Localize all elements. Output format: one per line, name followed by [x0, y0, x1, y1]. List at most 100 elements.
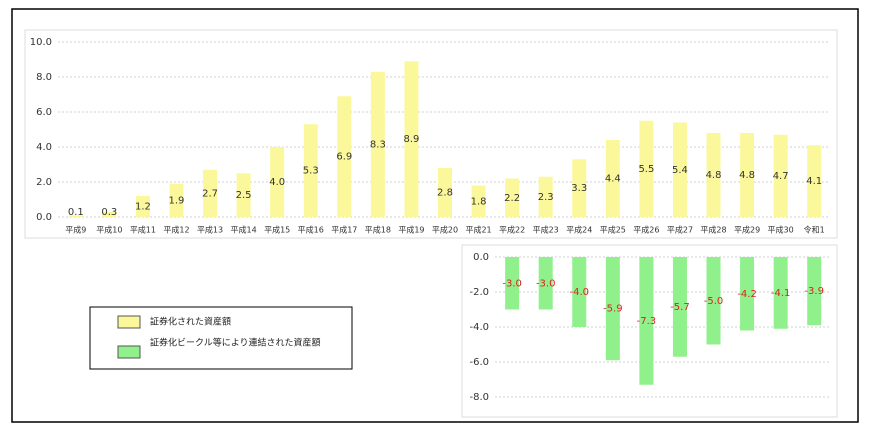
bar: [471, 185, 486, 217]
y-tick-label: -4.0: [469, 322, 489, 333]
bar: [538, 257, 553, 310]
bar: [639, 120, 654, 217]
value-label: 1.8: [471, 196, 487, 207]
bar: [203, 169, 218, 217]
bar: [773, 257, 788, 329]
bar: [706, 257, 721, 345]
y-tick-label: -8.0: [469, 392, 489, 403]
x-tick-label: 平成27: [667, 225, 693, 235]
legend-swatch: [117, 345, 141, 359]
value-label: 2.2: [504, 193, 520, 204]
upper-plot-frame: [24, 29, 838, 239]
value-label: 3.3: [571, 183, 587, 194]
bar: [572, 159, 587, 217]
bar: [135, 196, 150, 217]
value-label: 2.8: [437, 188, 453, 199]
value-label: 5.5: [638, 164, 654, 175]
value-label: 4.7: [773, 171, 789, 182]
x-tick-label: 平成16: [298, 225, 324, 235]
x-tick-label: 平成13: [197, 225, 223, 235]
x-tick-label: 平成30: [768, 225, 794, 235]
value-label: -3.0: [502, 278, 522, 289]
value-label: 4.8: [739, 170, 755, 181]
value-label: 2.5: [236, 190, 252, 201]
bar: [807, 145, 822, 217]
legend: 証券化された資産額 証券化ビークル等により連結された資産額: [89, 306, 353, 370]
y-tick-label: 4.0: [36, 142, 52, 153]
x-tick-label: 平成12: [163, 225, 189, 235]
value-label: 8.9: [403, 134, 419, 145]
value-label: -4.0: [570, 287, 590, 298]
x-tick-label: 平成9: [65, 225, 86, 235]
bar: [102, 211, 117, 217]
bar: [337, 96, 352, 217]
bar: [370, 71, 385, 217]
bar: [672, 257, 687, 357]
y-tick-label: 8.0: [36, 72, 52, 83]
bar: [236, 173, 251, 217]
value-label: 6.9: [336, 152, 352, 163]
x-tick-label: 平成15: [264, 225, 290, 235]
bar: [169, 183, 184, 217]
value-label: 4.4: [605, 174, 621, 185]
value-label: 0.1: [68, 207, 84, 218]
x-tick-label: 平成14: [231, 225, 257, 235]
x-tick-label: 平成26: [633, 225, 659, 235]
legend-label: 証券化された資産額: [150, 316, 231, 328]
bar: [505, 178, 520, 217]
x-tick-label: 平成19: [398, 225, 424, 235]
value-label: 5.3: [303, 166, 319, 177]
bar: [639, 257, 654, 385]
bar: [605, 257, 620, 361]
x-tick-label: 平成28: [700, 225, 726, 235]
bar: [438, 168, 452, 217]
x-tick-label: 平成10: [96, 225, 122, 235]
bar: [572, 257, 587, 327]
y-tick-label: 10.0: [30, 37, 52, 48]
bar: [706, 133, 721, 217]
x-tick-label: 平成22: [499, 225, 525, 235]
bar: [740, 257, 755, 331]
legend-swatch: [117, 315, 141, 329]
x-tick-label: 平成17: [331, 225, 357, 235]
value-label: 2.3: [538, 192, 554, 203]
bar: [773, 134, 788, 217]
x-tick-label: 平成11: [130, 225, 156, 235]
value-label: 4.1: [806, 176, 822, 187]
bar: [672, 122, 687, 217]
value-label: 1.2: [135, 202, 151, 213]
bar: [605, 140, 620, 217]
value-label: 1.9: [169, 195, 185, 206]
bar: [68, 215, 83, 217]
bar: [538, 176, 553, 217]
value-label: 4.0: [269, 177, 285, 188]
value-label: 5.4: [672, 165, 688, 176]
bar: [505, 257, 520, 310]
x-tick-label: 平成23: [533, 225, 559, 235]
y-tick-label: 0.0: [473, 252, 489, 263]
x-tick-label: 平成18: [365, 225, 391, 235]
value-label: -5.7: [670, 302, 690, 313]
y-tick-label: 0.0: [36, 212, 52, 223]
y-tick-label: -6.0: [469, 357, 489, 368]
value-label: -4.2: [737, 289, 757, 300]
y-tick-label: 2.0: [36, 177, 52, 188]
value-label: 4.8: [706, 170, 722, 181]
value-label: -5.0: [704, 296, 724, 307]
value-label: 0.3: [101, 207, 117, 218]
bar: [303, 124, 318, 217]
bar: [404, 61, 419, 217]
x-tick-label: 平成25: [600, 225, 626, 235]
value-label: -3.9: [804, 286, 824, 297]
value-label: -5.9: [603, 304, 623, 315]
y-tick-label: 6.0: [36, 107, 52, 118]
bar: [270, 147, 285, 217]
value-label: -7.3: [637, 316, 657, 327]
x-tick-label: 平成20: [432, 225, 458, 235]
value-label: -4.1: [771, 288, 791, 299]
legend-label: 証券化ビークル等により連結された資産額: [150, 337, 321, 349]
value-label: 2.7: [202, 188, 218, 199]
bar: [807, 257, 822, 326]
x-tick-label: 平成21: [465, 225, 491, 235]
